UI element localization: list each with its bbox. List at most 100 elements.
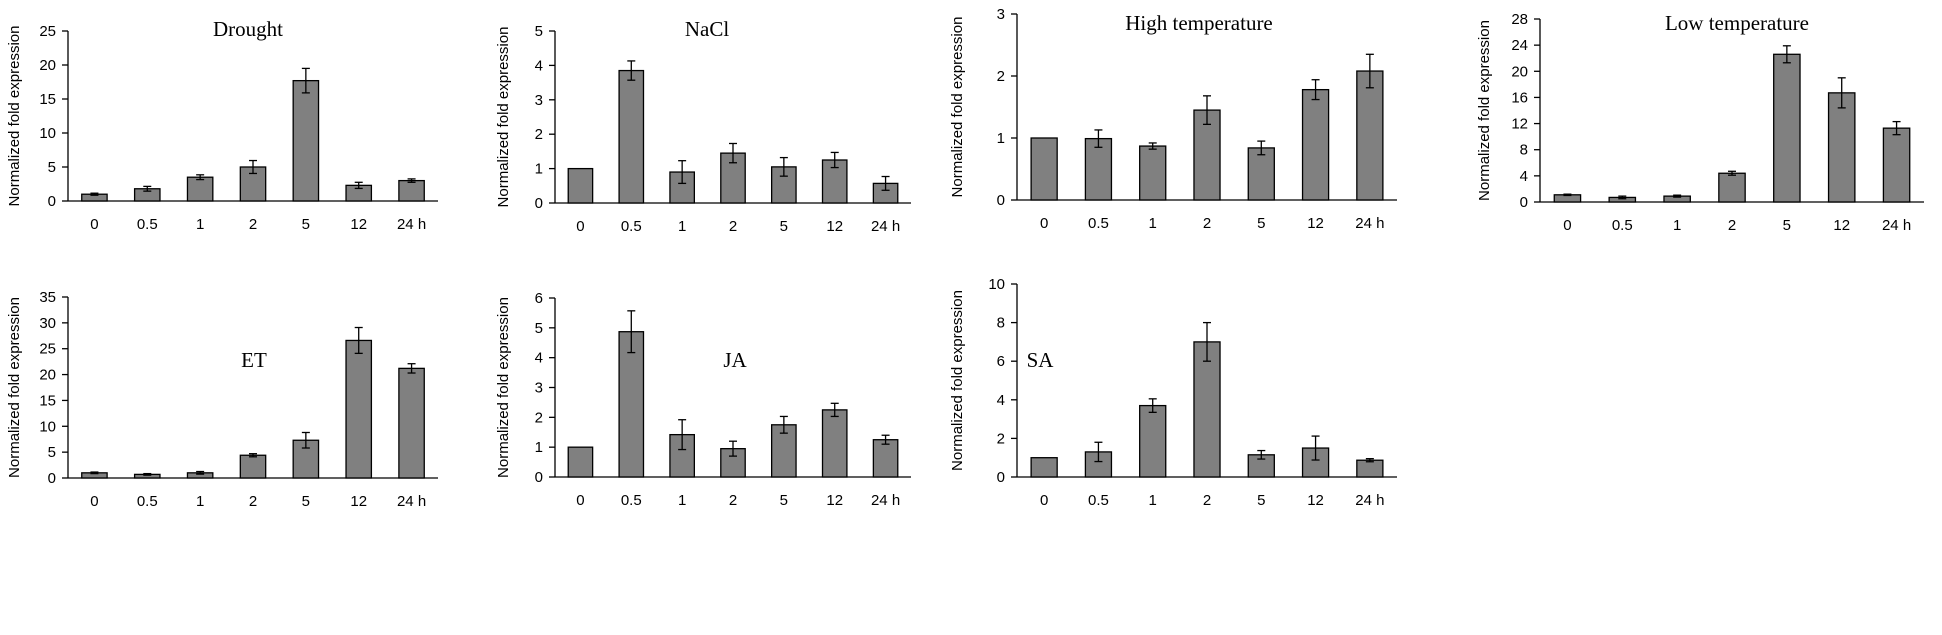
y-tick-label: 1: [997, 130, 1005, 147]
bar-24-h: [1882, 127, 1911, 203]
y-tick-label: 2: [535, 126, 543, 143]
bar-0.5: [618, 69, 645, 204]
bar-24-h: [1356, 459, 1384, 478]
y-tick-label: 0: [997, 469, 1005, 486]
chart-panel-nacl: NaCl Normalized fold expression 0 1 2 3 4 5 0 0.5…: [495, 17, 911, 235]
bar-12: [1301, 88, 1330, 201]
y-tick-label: 3: [535, 92, 543, 109]
x-tick-label: 2: [729, 218, 737, 235]
chart-title: High temperature: [1125, 11, 1273, 35]
x-tick-label: 0: [576, 218, 584, 235]
y-tick-label: 16: [1511, 89, 1528, 106]
y-tick-label: 10: [988, 276, 1005, 293]
bar-5: [292, 79, 320, 202]
x-tick-label: 0.5: [1612, 217, 1633, 234]
y-tick-label: 0: [1520, 194, 1528, 211]
y-tick-label: 4: [535, 57, 543, 74]
x-tick-label: 0.5: [621, 492, 642, 509]
y-tick-label: 6: [535, 290, 543, 307]
bar-0: [567, 446, 594, 478]
chart-title: SA: [1027, 348, 1055, 372]
x-tick-label: 2: [249, 493, 257, 510]
x-tick-label: 1: [196, 216, 204, 233]
x-tick-label: 0: [1040, 215, 1048, 232]
x-tick-label: 0.5: [621, 218, 642, 235]
y-tick-label: 15: [39, 392, 56, 409]
y-tick-label: 24: [1511, 37, 1528, 54]
bar-1: [1139, 404, 1167, 478]
x-tick-label: 2: [1203, 215, 1211, 232]
x-tick-label: 1: [1673, 217, 1681, 234]
y-tick-label: 8: [997, 315, 1005, 332]
y-tick-label: 1: [535, 439, 543, 456]
y-tick-label: 15: [39, 91, 56, 108]
y-tick-label: 1: [535, 161, 543, 178]
y-tick-label: 4: [535, 350, 543, 367]
bar-24-h: [398, 179, 425, 202]
bar-24-h: [872, 439, 899, 478]
bar-2: [1718, 172, 1746, 203]
bar-2: [239, 454, 267, 479]
y-tick-label: 6: [997, 353, 1005, 370]
chart-panel-low-temperature: Low temperature Normalized fold expressio…: [1476, 11, 1924, 234]
y-tick-label: 20: [39, 57, 56, 74]
y-tick-label: 28: [1511, 11, 1528, 28]
y-tick-label: 20: [1511, 63, 1528, 80]
y-axis-label: Normalized fold expression: [6, 26, 23, 207]
x-tick-label: 0.5: [137, 216, 158, 233]
x-tick-label: 12: [350, 493, 367, 510]
x-tick-label: 5: [780, 218, 788, 235]
y-tick-label: 2: [997, 430, 1005, 447]
y-tick-label: 20: [39, 367, 56, 384]
bar-2: [1193, 341, 1221, 478]
bar-24-h: [1356, 70, 1384, 201]
y-axis-label: Normalized fold expression: [949, 17, 966, 198]
x-tick-label: 24 h: [871, 218, 900, 235]
y-tick-label: 0: [535, 195, 543, 212]
x-tick-label: 0.5: [1088, 492, 1109, 509]
x-tick-label: 1: [196, 493, 204, 510]
x-tick-label: 1: [678, 218, 686, 235]
y-tick-label: 5: [48, 159, 56, 176]
x-tick-label: 24 h: [871, 492, 900, 509]
x-tick-label: 0: [90, 216, 98, 233]
chart-title: NaCl: [685, 17, 729, 41]
y-tick-label: 30: [39, 315, 56, 332]
x-tick-label: 24 h: [1355, 492, 1384, 509]
chart-title: JA: [723, 348, 747, 372]
x-tick-label: 1: [1149, 215, 1157, 232]
bar-12: [821, 409, 848, 478]
y-tick-label: 12: [1511, 116, 1528, 133]
x-tick-label: 1: [1149, 492, 1157, 509]
y-axis-label: Normalized fold expression: [495, 27, 512, 208]
x-tick-label: 5: [302, 493, 310, 510]
bar-5: [1773, 53, 1801, 203]
x-tick-label: 12: [1307, 492, 1324, 509]
x-tick-label: 5: [1257, 215, 1265, 232]
x-tick-label: 5: [1783, 217, 1791, 234]
chart-panel-sa: SA Normalized fold expression 0 2 4 6 8 10 0 0.5 1…: [949, 276, 1397, 509]
y-tick-label: 10: [39, 418, 56, 435]
x-tick-label: 0.5: [137, 493, 158, 510]
x-tick-label: 5: [1257, 492, 1265, 509]
chart-title: Low temperature: [1665, 11, 1809, 35]
x-tick-label: 24 h: [397, 216, 426, 233]
x-tick-label: 5: [780, 492, 788, 509]
y-tick-label: 10: [39, 125, 56, 142]
bar-0: [1030, 137, 1058, 201]
x-tick-label: 2: [1728, 217, 1736, 234]
bar-5: [1247, 147, 1275, 201]
x-tick-label: 24 h: [397, 493, 426, 510]
x-tick-label: 5: [302, 216, 310, 233]
y-axis-label: Normalized fold expression: [495, 297, 512, 478]
x-tick-label: 0: [1040, 492, 1048, 509]
bar-24-h: [398, 367, 425, 479]
x-tick-label: 0: [576, 492, 584, 509]
y-tick-label: 0: [48, 193, 56, 210]
chart-panel-high-temperature: High temperature Normalized fold expressi…: [949, 6, 1397, 232]
y-tick-label: 5: [48, 444, 56, 461]
bar-1: [669, 171, 695, 204]
chart-title: ET: [241, 348, 267, 372]
